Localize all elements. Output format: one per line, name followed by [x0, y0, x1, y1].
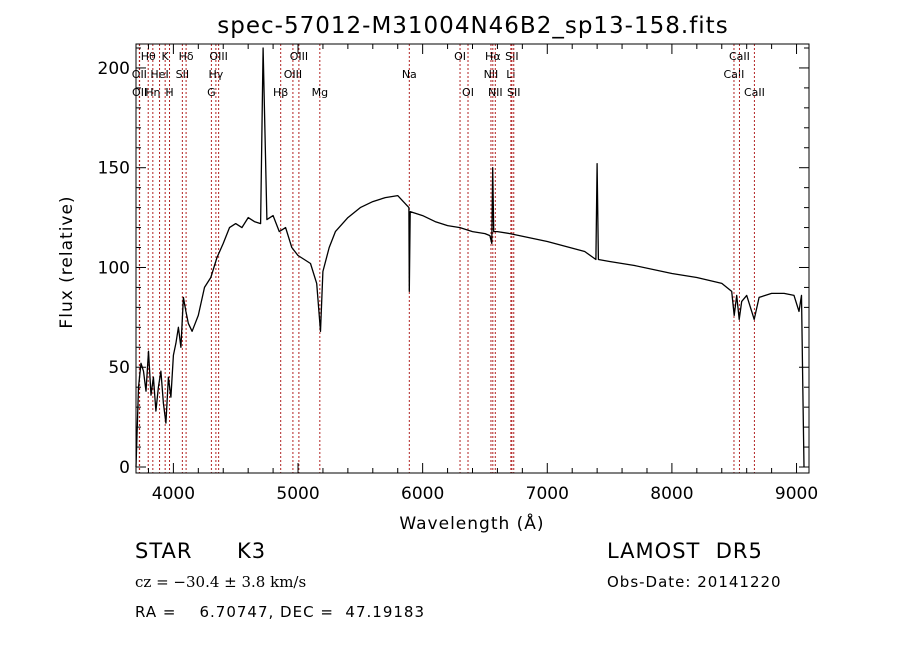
- line-marker-label-0: Hθ: [141, 50, 156, 63]
- observation-date: Obs-Date: 20141220: [607, 573, 782, 591]
- plot-frame: [135, 43, 810, 474]
- line-marker-label-24: SII: [507, 86, 520, 99]
- spectral-subclass: K3: [237, 539, 267, 563]
- line-marker-label-12: Hβ: [273, 86, 288, 99]
- line-marker-label-17: OI: [454, 50, 466, 63]
- line-marker-label-3: Hη: [145, 86, 160, 99]
- y-axis-label: Flux (relative): [57, 195, 77, 328]
- x-axis-ticks: 4000 5000 6000 7000 8000 9000: [147, 44, 818, 504]
- line-marker-label-18: OI: [462, 86, 474, 99]
- line-marker-label-7: SII: [176, 68, 189, 81]
- spectrum-line: [135, 47, 805, 468]
- line-marker-label-21: NII: [488, 86, 503, 99]
- emission-line-markers: HθOIIOIIHηHeIKHSIIHδGHγOIIIHβOIIIOIIIMgN…: [132, 44, 765, 473]
- line-marker-label-10: Hγ: [208, 68, 223, 81]
- x-axis-label: Wavelength (Å): [399, 512, 544, 534]
- x-tick-label: 9000: [775, 484, 818, 504]
- line-marker-label-27: CaII: [744, 86, 765, 99]
- coordinates: RA = 6.70747, DEC = 47.19183: [135, 603, 425, 621]
- object-type: STAR: [135, 539, 193, 563]
- x-tick-label: 6000: [401, 484, 444, 504]
- y-tick-label: 100: [98, 258, 130, 278]
- line-marker-label-6: H: [165, 86, 173, 99]
- x-tick-label: 8000: [650, 484, 693, 504]
- y-tick-label: 50: [108, 358, 130, 378]
- line-marker-label-5: K: [162, 50, 170, 63]
- line-marker-label-15: Mg: [312, 86, 328, 99]
- line-marker-label-8: Hδ: [179, 50, 194, 63]
- data-release: LAMOST DR5: [607, 539, 763, 563]
- line-marker-label-19: NII: [484, 68, 499, 81]
- radial-velocity: cz = −30.4 ± 3.8 km/s: [135, 573, 307, 591]
- line-marker-label-14: OIII: [290, 50, 308, 63]
- line-marker-label-11: OIII: [209, 50, 227, 63]
- line-marker-label-4: HeI: [150, 68, 168, 81]
- y-tick-label: 0: [119, 458, 130, 478]
- line-marker-label-13: OIII: [284, 68, 302, 81]
- line-marker-label-22: Li: [506, 68, 515, 81]
- y-tick-label: 200: [98, 59, 130, 79]
- line-marker-label-23: SII: [505, 50, 518, 63]
- chart-title: spec-57012-M31004N46B2_sp13-158.fits: [217, 13, 728, 39]
- y-tick-label: 150: [98, 159, 130, 179]
- line-marker-label-16: Na: [402, 68, 417, 81]
- x-tick-label: 5000: [276, 484, 319, 504]
- line-marker-label-20: Hα: [485, 50, 501, 63]
- x-tick-label: 4000: [152, 484, 195, 504]
- line-marker-label-26: CaII: [729, 50, 750, 63]
- line-marker-label-9: G: [207, 86, 216, 99]
- line-marker-label-25: CaII: [724, 68, 745, 81]
- y-axis-ticks: 0 50 100 150 200: [98, 47, 809, 478]
- x-tick-label: 7000: [526, 484, 569, 504]
